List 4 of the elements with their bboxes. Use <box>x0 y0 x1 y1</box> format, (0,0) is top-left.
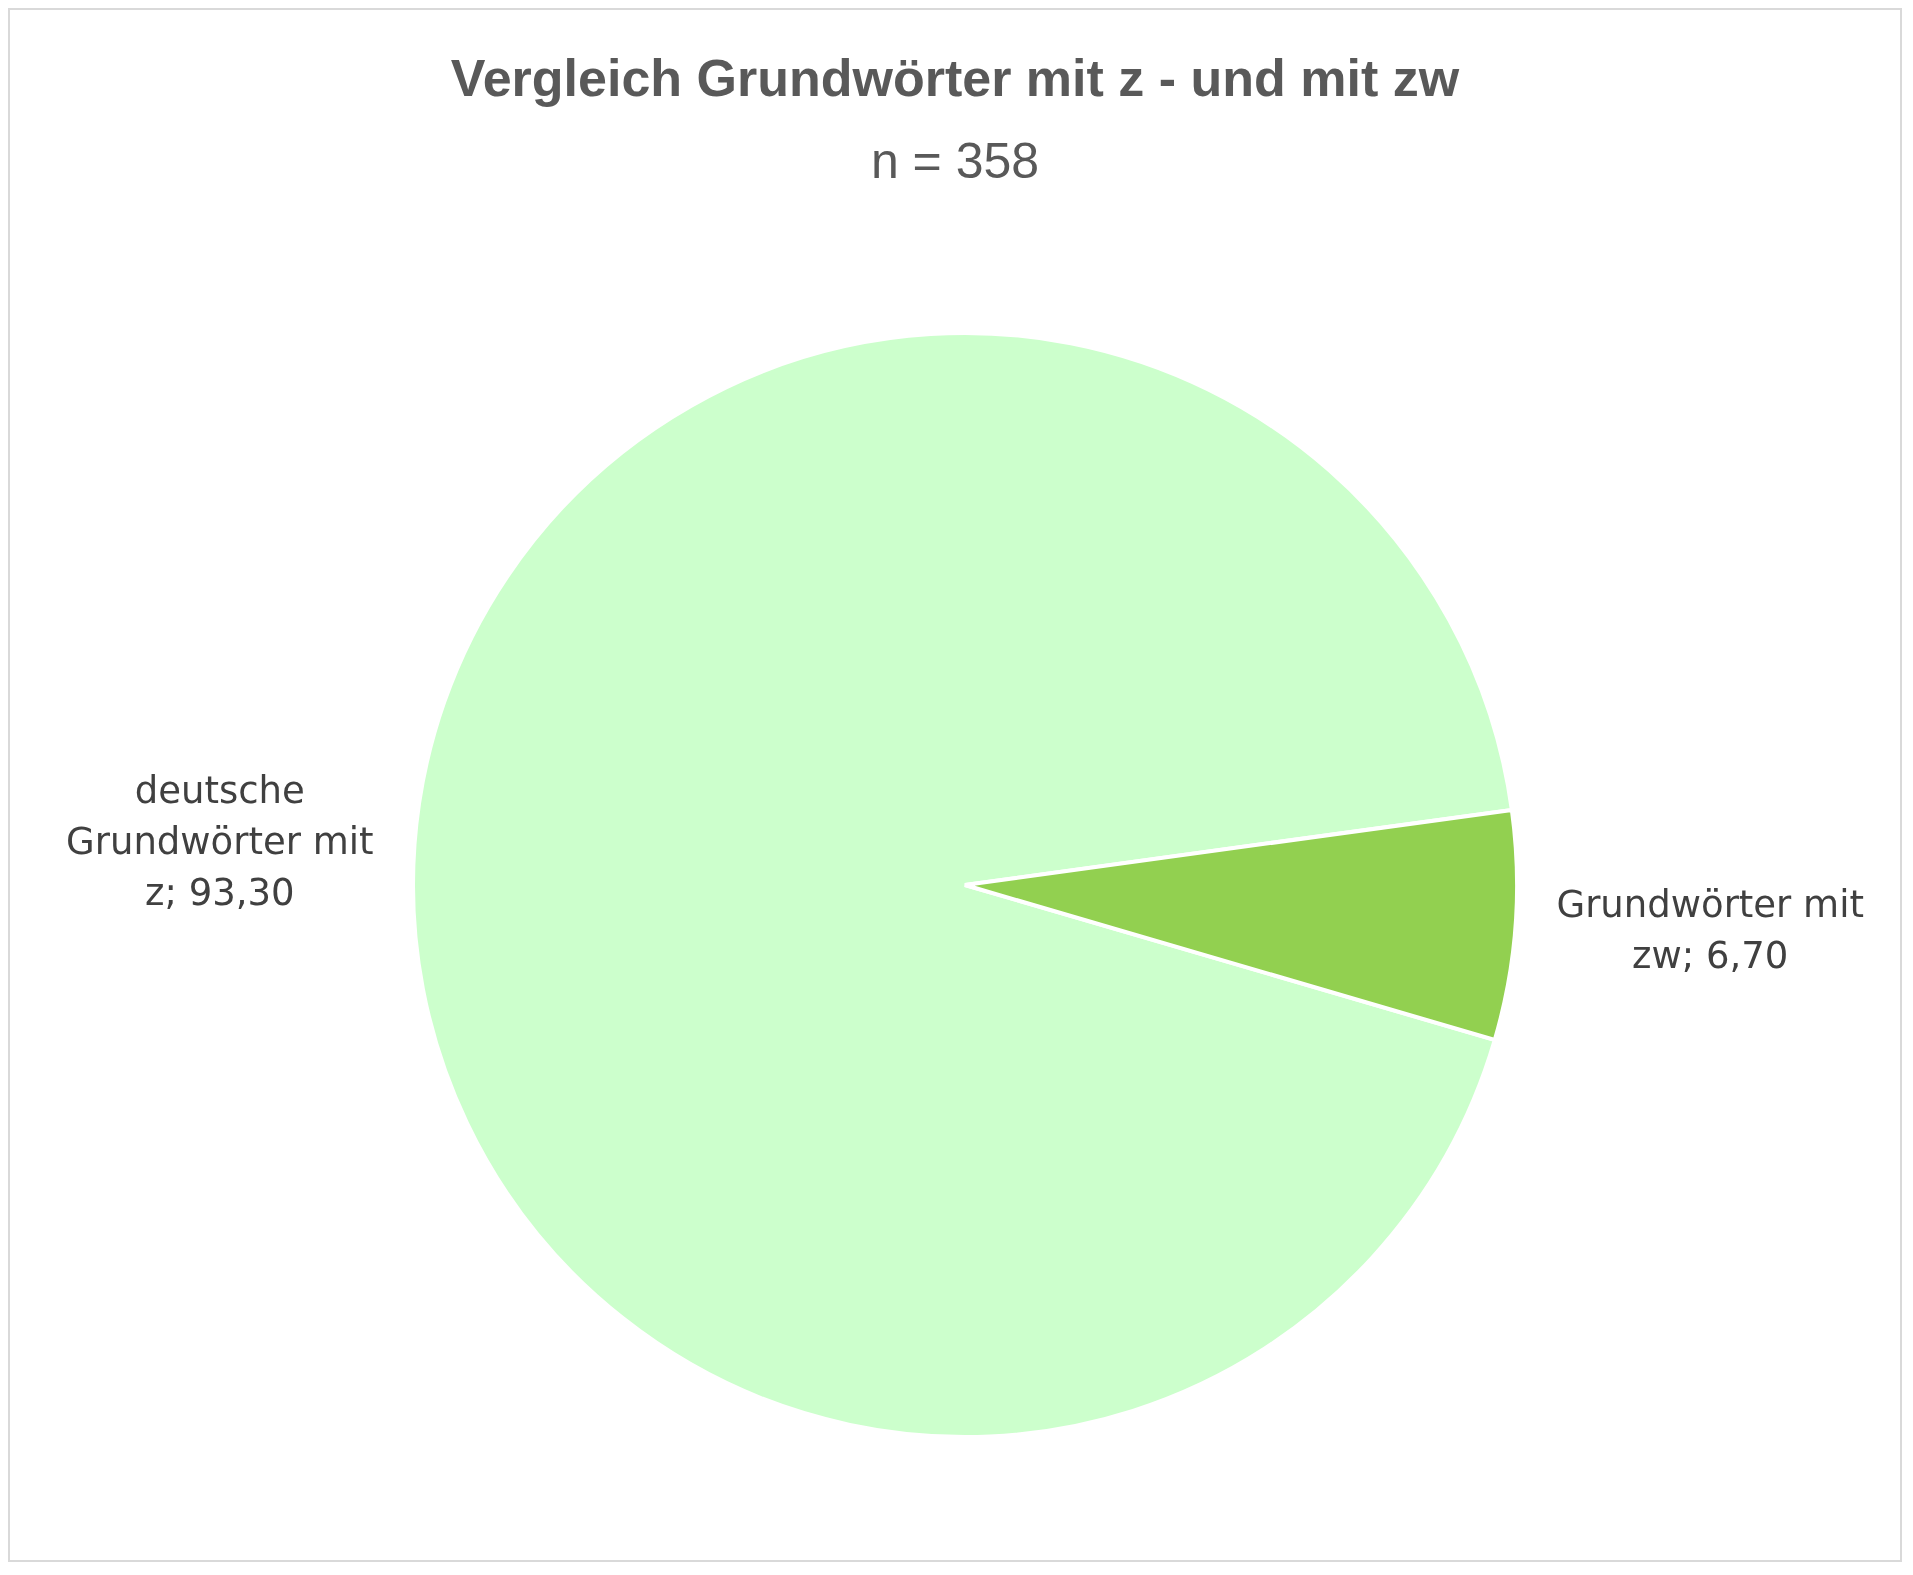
slice-label: deutsche Grundwörter mit z; 93,30 <box>66 768 374 914</box>
slice-label: Grundwörter mit zw; 6,70 <box>1556 882 1864 977</box>
chart-title: Vergleich Grundwörter mit z - und mit zw <box>449 48 1461 108</box>
chart-subtitle: n = 358 <box>869 132 1041 190</box>
